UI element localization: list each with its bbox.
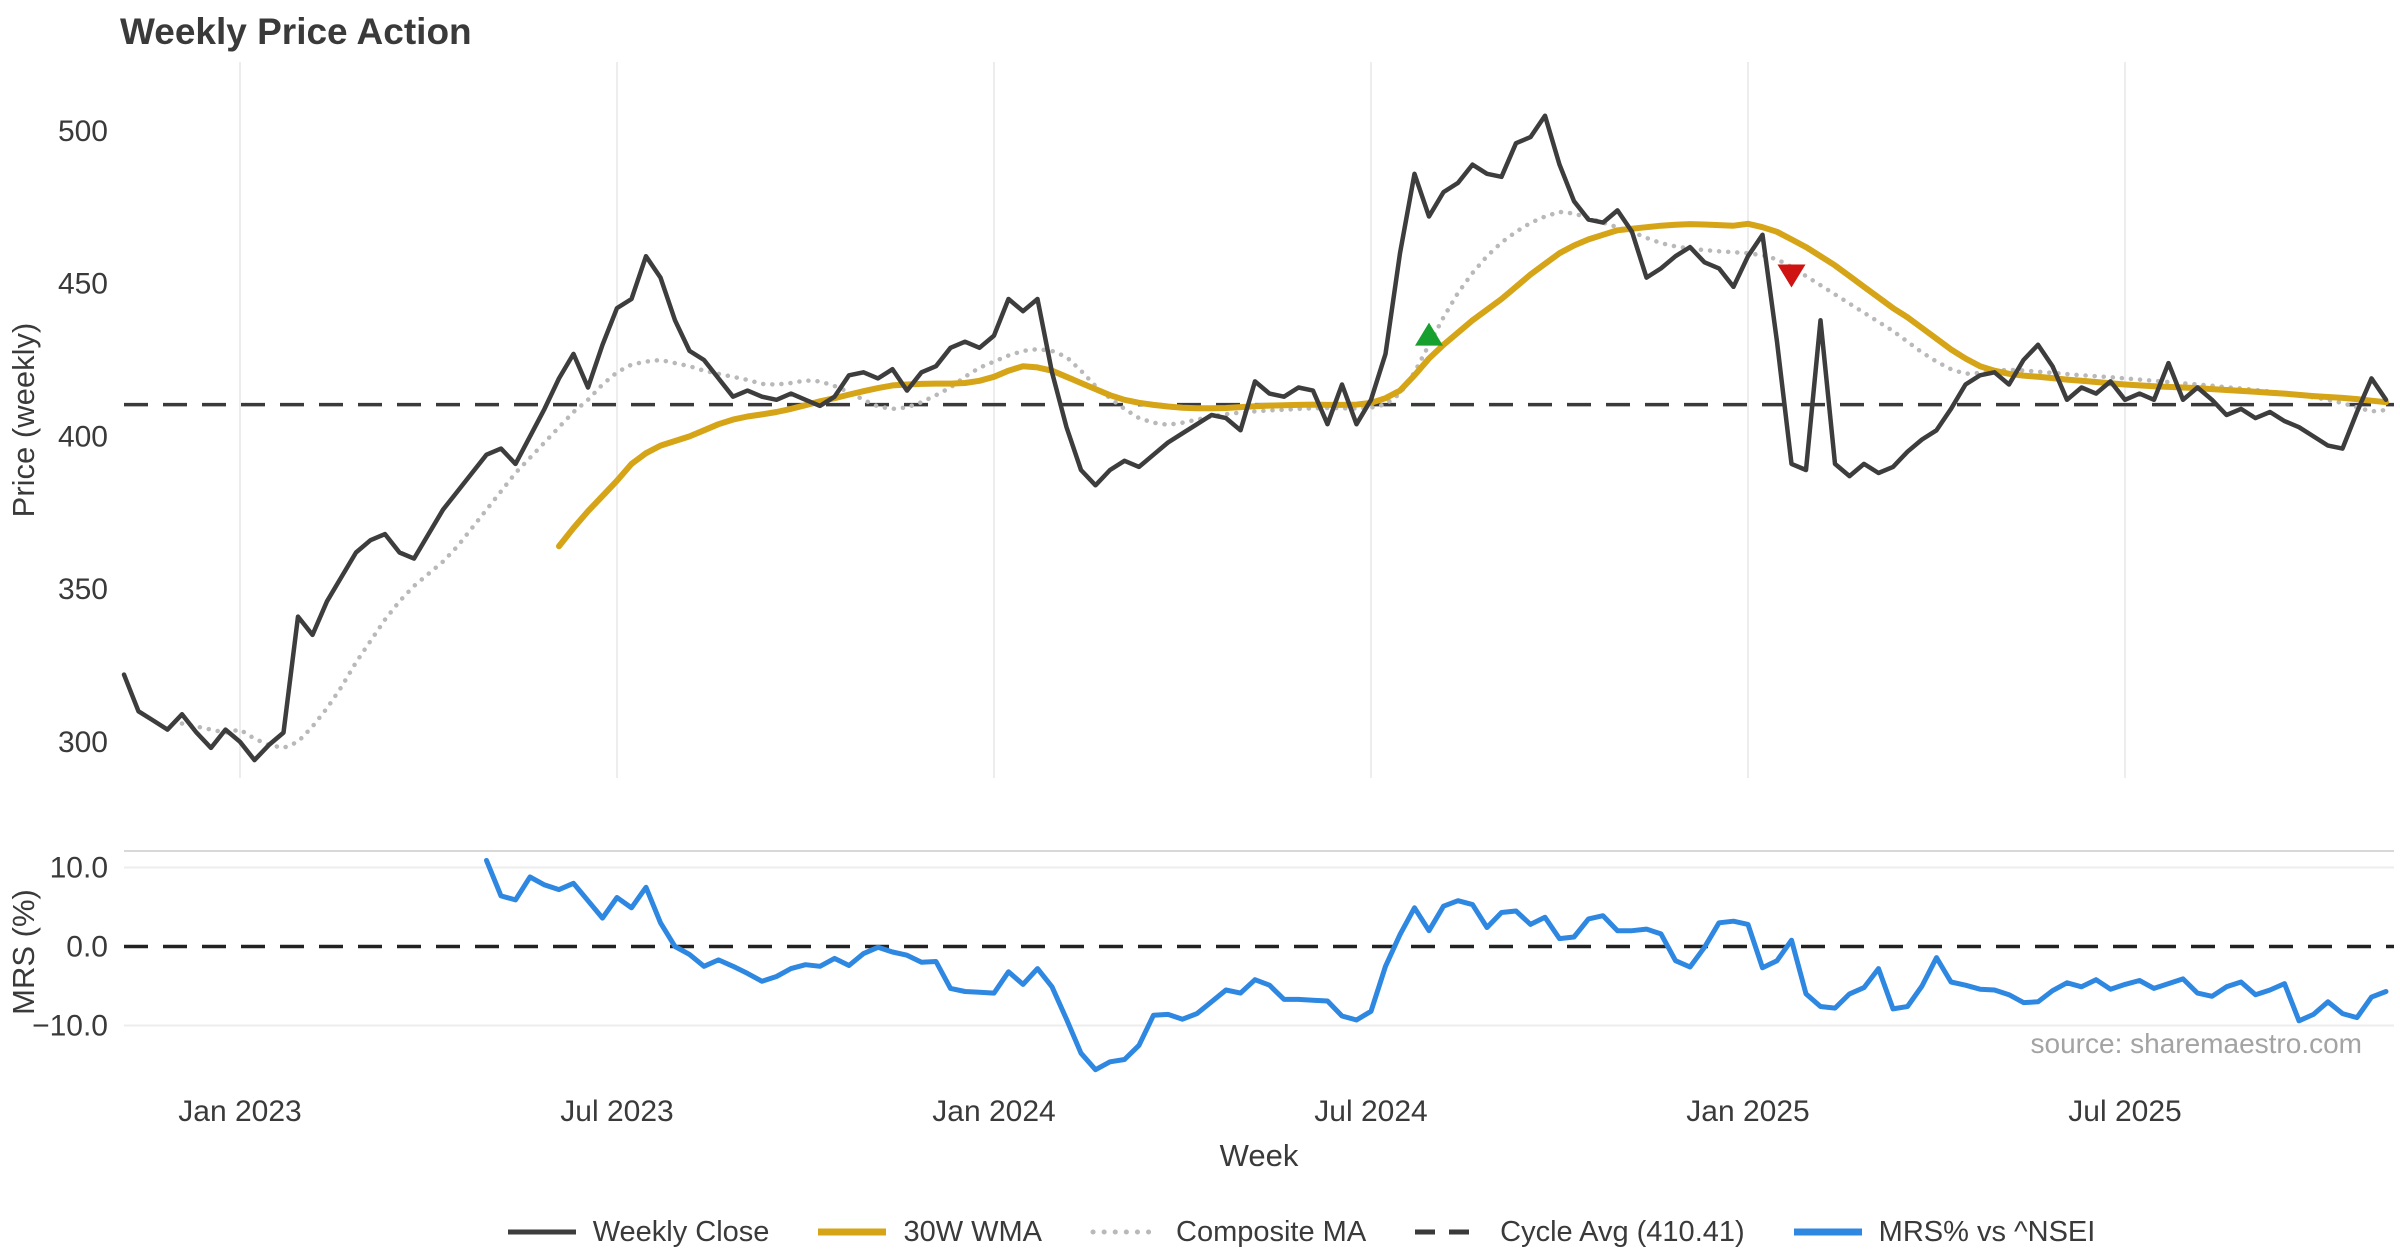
mrs-y-tick-label: 0.0 <box>66 931 108 964</box>
composite-ma-swatch-icon <box>1090 1229 1162 1235</box>
legend-item-weekly-close: Weekly Close <box>505 1215 770 1248</box>
legend-item-cycle-avg: Cycle Avg (410.41) <box>1412 1215 1745 1248</box>
source-credit: source: sharemaestro.com <box>2031 1028 2362 1059</box>
mrs-y-tick-label: −10.0 <box>32 1010 108 1043</box>
legend-item-composite-ma: Composite MA <box>1088 1215 1367 1248</box>
price-y-tick-label: 350 <box>58 573 108 606</box>
x-tick-label: Jul 2025 <box>2068 1095 2181 1128</box>
mrs-line <box>484 857 2389 1073</box>
x-tick-label: Jan 2025 <box>1686 1095 1809 1128</box>
price-y-tick-label: 500 <box>58 115 108 148</box>
legend-label: 30W WMA <box>903 1215 1042 1248</box>
mrs-swatch-icon <box>1793 1228 1862 1236</box>
buy-signal-marker <box>1415 322 1443 346</box>
chart-title: Weekly Price Action <box>120 11 472 52</box>
legend-item-mrs: MRS% vs ^NSEI <box>1791 1215 2096 1248</box>
legend-label: MRS% vs ^NSEI <box>1878 1215 2096 1248</box>
wma-swatch-icon <box>818 1228 887 1236</box>
price-y-tick-label: 450 <box>58 268 108 301</box>
price-y-tick-label: 400 <box>58 420 108 453</box>
cycle-avg-swatch-icon <box>1415 1229 1484 1235</box>
weekly-close-line <box>121 113 2389 763</box>
x-tick-label: Jul 2023 <box>560 1095 673 1128</box>
x-tick-label: Jan 2024 <box>932 1095 1055 1128</box>
legend: Weekly Close 30W WMA Composite MA Cycle … <box>0 1206 2400 1258</box>
mrs-axis-label: MRS (%) <box>6 889 41 1015</box>
price-y-tick-label: 300 <box>58 726 108 759</box>
week-axis-label: Week <box>1220 1138 1299 1173</box>
wma-30w-line <box>556 220 2389 550</box>
composite-ma-line <box>179 209 2389 751</box>
x-tick-label: Jan 2023 <box>178 1095 301 1128</box>
weekly-close-swatch-icon <box>507 1229 576 1235</box>
legend-label: Cycle Avg (410.41) <box>1500 1215 1745 1248</box>
legend-label: Weekly Close <box>592 1215 770 1248</box>
mrs-y-tick-label: 10.0 <box>50 852 108 885</box>
price-axis-label: Price (weekly) <box>6 323 41 518</box>
legend-item-30w-wma: 30W WMA <box>815 1215 1042 1248</box>
legend-label: Composite MA <box>1176 1215 1367 1248</box>
sell-signal-marker <box>1777 264 1806 288</box>
x-tick-label: Jul 2024 <box>1314 1095 1427 1128</box>
